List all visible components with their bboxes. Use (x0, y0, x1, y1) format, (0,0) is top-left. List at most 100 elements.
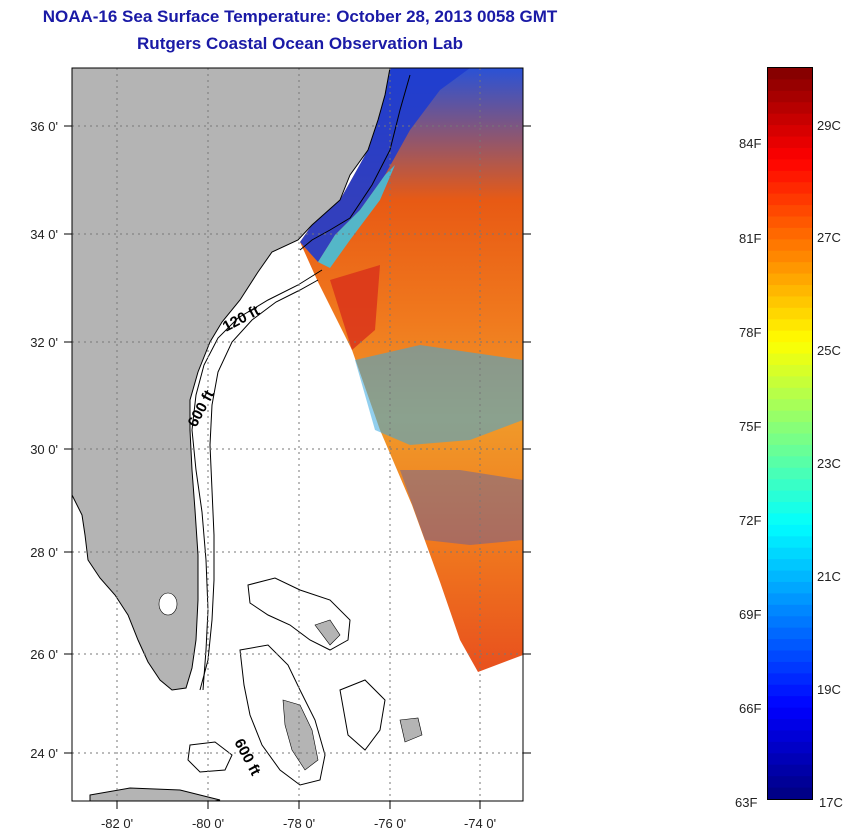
colorbar-step (768, 444, 812, 457)
colorbar-fahrenheit-label: 72F (739, 513, 762, 528)
colorbar-step (768, 216, 812, 229)
colorbar-step (768, 787, 812, 799)
colorbar-step (768, 285, 812, 298)
colorbar-step (768, 422, 812, 435)
colorbar-step (768, 273, 812, 286)
colorbar-celsius-label: 25C (817, 343, 841, 358)
bahamas-island-1 (314, 619, 341, 646)
colorbar-step (768, 581, 812, 594)
colorbar-step (768, 559, 812, 572)
tick-marks (64, 125, 531, 809)
colorbar-step (768, 776, 812, 789)
colorbar-step (768, 90, 812, 103)
colorbar-step (768, 467, 812, 480)
colorbar-fahrenheit-label: 78F (739, 325, 762, 340)
colorbar-step (768, 227, 812, 240)
bahamas-little-bank (247, 577, 351, 651)
map-subtitle: Rutgers Coastal Ocean Observation Lab (137, 34, 463, 53)
colorbar-fahrenheit-label: 75F (739, 419, 762, 434)
bahamas-cay (399, 717, 423, 743)
lon-tick-label: -78 0' (283, 816, 315, 831)
colorbar-step (768, 136, 812, 149)
bahamas-great-bank (239, 644, 326, 786)
colorbar-celsius-label: 29C (817, 118, 841, 133)
colorbar-step (768, 296, 812, 309)
colorbar-step (768, 650, 812, 663)
colorbar-step (768, 353, 812, 366)
colorbar-step (768, 113, 812, 126)
colorbar-step (768, 707, 812, 720)
colorbar-step (768, 102, 812, 115)
colorbar-step (768, 330, 812, 343)
colorbar-step (768, 547, 812, 560)
colorbar-step (768, 741, 812, 754)
colorbar-step (768, 307, 812, 320)
colorbar-step (768, 399, 812, 412)
colorbar-step (768, 342, 812, 355)
lat-tick-label: 26 0' (30, 647, 58, 662)
colorbar-step (768, 319, 812, 332)
land-cuba (89, 787, 221, 801)
colorbar-step (768, 696, 812, 709)
colorbar-celsius-label: 27C (817, 230, 841, 245)
colorbar-step (768, 376, 812, 389)
lon-tick-label: -80 0' (192, 816, 224, 831)
map-svg: -82 0' -80 0' -78 0' -76 0' -74 0' 36 0'… (30, 67, 531, 831)
colorbar-step (768, 387, 812, 400)
colorbar-fahrenheit-label: 63F (735, 795, 758, 810)
cold-coastal-water (300, 68, 470, 262)
lon-tick-label: -74 0' (464, 816, 496, 831)
colorbar-step (768, 513, 812, 526)
colorbar-step (768, 433, 812, 446)
colorbar-fahrenheit-label: 81F (739, 231, 762, 246)
lake-okeechobee (158, 592, 178, 616)
contour-shelf-edge (299, 74, 411, 251)
colorbar-step (768, 730, 812, 743)
colorbar-fahrenheit-label: 66F (739, 701, 762, 716)
bahamas-eastern-islands (339, 679, 386, 751)
colorbar-step (768, 159, 812, 172)
lat-tick-label: 30 0' (30, 442, 58, 457)
colorbar-step (768, 639, 812, 652)
colorbar-celsius-label: 21C (817, 569, 841, 584)
lon-tick-label: -82 0' (101, 816, 133, 831)
colorbar-step (768, 502, 812, 515)
colorbar-step (768, 410, 812, 423)
colorbar-fahrenheit-label: 84F (739, 136, 762, 151)
lat-tick-label: 36 0' (30, 119, 58, 134)
colorbar-step (768, 147, 812, 160)
colorbar-step (768, 205, 812, 218)
cyan-coastal-band (318, 165, 395, 268)
colorbar-step (768, 719, 812, 732)
lat-tick-label: 34 0' (30, 227, 58, 242)
land-us-florida (72, 68, 391, 691)
lat-tick-label: 28 0' (30, 545, 58, 560)
colorbar-step (768, 536, 812, 549)
colorbar-step (768, 490, 812, 503)
colorbar-step (768, 604, 812, 617)
map-frame (71, 67, 524, 802)
contour-600ft (191, 269, 323, 691)
colorbar-step (768, 479, 812, 492)
colorbar-step (768, 753, 812, 766)
colorbar-step (768, 673, 812, 686)
colorbar-step (768, 764, 812, 777)
lat-tick-label: 24 0' (30, 746, 58, 761)
colorbar-step (768, 661, 812, 674)
colorbar-celsius-label: 23C (817, 456, 841, 471)
colorbar-celsius-label: 19C (817, 682, 841, 697)
colorbar-step (768, 79, 812, 92)
grid-lines (72, 68, 523, 801)
lat-tick-label: 32 0' (30, 335, 58, 350)
colorbar (767, 67, 813, 800)
lon-tick-label: -76 0' (374, 816, 406, 831)
colorbar-step (768, 239, 812, 252)
colorbar-svg (768, 68, 812, 799)
colorbar-step (768, 570, 812, 583)
warm-core (330, 265, 380, 350)
colorbar-step (768, 193, 812, 206)
colorbar-step (768, 68, 812, 81)
cool-patches (355, 345, 523, 445)
colorbar-step (768, 364, 812, 377)
colorbar-step (768, 593, 812, 606)
